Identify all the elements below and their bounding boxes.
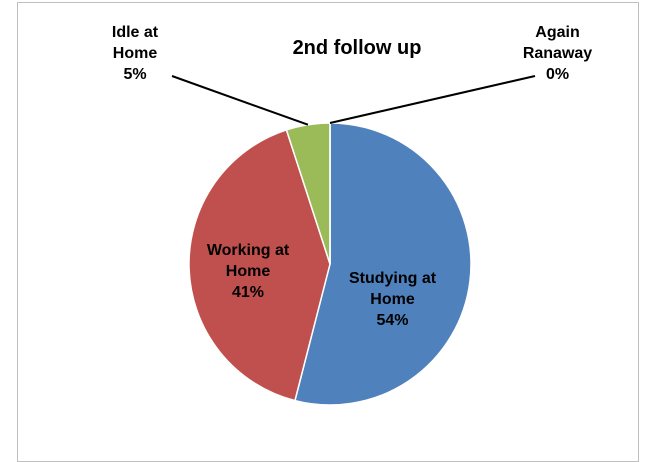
slice-label: Studying at Home 54%: [345, 268, 440, 331]
leader-line: [329, 75, 536, 124]
pie-slice: [188, 128, 331, 402]
category-label: Working at Home: [206, 242, 290, 280]
value-label: 41%: [231, 284, 265, 301]
category-label: Studying at Home: [348, 270, 437, 308]
value-label: 5%: [123, 66, 147, 83]
slice-label: Working at Home 41%: [198, 240, 298, 303]
category-label: Idle at Home: [111, 24, 159, 62]
leader-line: [171, 75, 309, 126]
chart-title: 2nd follow up: [292, 37, 422, 59]
slice-label: Again Ranaway 0%: [515, 22, 600, 85]
slice-label: Idle at Home 5%: [95, 22, 175, 85]
value-label: 0%: [545, 66, 570, 83]
pie-slice: [294, 122, 472, 406]
category-label: Again Ranaway: [522, 24, 593, 62]
value-label: 54%: [376, 312, 409, 329]
